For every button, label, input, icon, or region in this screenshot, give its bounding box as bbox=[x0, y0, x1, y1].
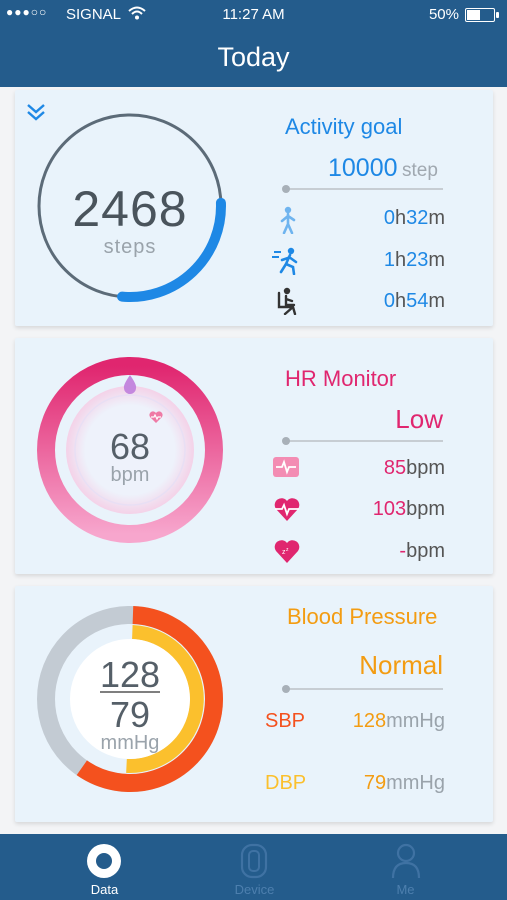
walking-icon bbox=[277, 206, 299, 239]
device-icon bbox=[240, 843, 268, 879]
systolic-value: 128 bbox=[99, 654, 161, 695]
steps-ring bbox=[37, 113, 226, 302]
heart-rate-monitor-icon bbox=[272, 456, 300, 483]
bp-title: Blood Pressure bbox=[287, 604, 438, 629]
carrier-name: SIGNAL bbox=[66, 6, 122, 23]
steps-count: 2468 bbox=[72, 181, 188, 237]
tab-data-label: Data bbox=[90, 882, 119, 897]
tab-bar: Data Device Me bbox=[0, 834, 507, 900]
top-bar: ●●●○○ SIGNAL 11:27 AM 50% Today bbox=[0, 0, 507, 87]
walking-time: 0h32m bbox=[383, 207, 445, 229]
battery-percent: 50% bbox=[428, 6, 459, 23]
data-icon bbox=[87, 844, 121, 878]
tab-device[interactable]: Device bbox=[170, 834, 339, 900]
bp-ring-unit: mmHg bbox=[100, 732, 160, 754]
dbp-label: DBP bbox=[265, 772, 307, 794]
heart-rate-ring bbox=[37, 357, 223, 543]
tab-data[interactable]: Data bbox=[20, 834, 189, 900]
heart-sleep-icon: z z bbox=[273, 538, 301, 569]
bp-status: Normal bbox=[359, 650, 443, 680]
hr-title: HR Monitor bbox=[285, 366, 397, 391]
wifi-icon bbox=[128, 6, 146, 24]
signal-strength-icon: ●●●○○ bbox=[6, 5, 48, 19]
bp-slider[interactable] bbox=[282, 685, 443, 693]
hr-row-3: -bpm bbox=[399, 540, 445, 562]
status-time: 11:27 AM bbox=[222, 6, 285, 23]
page-title: Today bbox=[217, 42, 290, 72]
blood-pressure-card[interactable]: 128 79 mmHg Blood Pressure Normal SBP 12… bbox=[15, 586, 493, 822]
hr-slider[interactable] bbox=[282, 437, 443, 445]
slider-knob[interactable] bbox=[282, 185, 290, 193]
drop-icon bbox=[122, 374, 138, 399]
slider-knob[interactable] bbox=[282, 685, 290, 693]
dbp-value: 79mmHg bbox=[363, 772, 445, 794]
tab-me-label: Me bbox=[396, 882, 415, 897]
sbp-label: SBP bbox=[265, 710, 306, 732]
blood-pressure-ring bbox=[37, 606, 223, 792]
slider-knob[interactable] bbox=[282, 437, 290, 445]
goal-slider[interactable] bbox=[282, 185, 443, 193]
activity-title: Activity goal bbox=[285, 114, 403, 139]
tab-device-label: Device bbox=[234, 882, 275, 897]
heart-pulse-icon bbox=[273, 496, 301, 527]
small-heart-icon bbox=[148, 410, 164, 429]
goal-value-row[interactable]: 10000 step bbox=[328, 154, 438, 183]
hr-row-2: 103bpm bbox=[372, 498, 445, 520]
hr-monitor-card[interactable]: 68 bpm HR Monitor Low 85bpm 103bpm z z -… bbox=[15, 338, 493, 574]
svg-text:z: z bbox=[282, 549, 286, 556]
goal-value: 10000 bbox=[328, 154, 398, 182]
activity-card[interactable]: 2468 steps Activity goal 10000 step 0h32… bbox=[15, 90, 493, 326]
hr-status: Low bbox=[395, 404, 443, 434]
status-bar: ●●●○○ SIGNAL 11:27 AM 50% bbox=[0, 0, 507, 30]
steps-unit: steps bbox=[103, 236, 157, 258]
running-icon bbox=[272, 247, 302, 280]
expand-chevrons-icon[interactable] bbox=[25, 102, 47, 129]
running-time: 1h23m bbox=[383, 249, 445, 271]
goal-unit: step bbox=[401, 160, 438, 181]
sbp-value: 128mmHg bbox=[352, 710, 445, 732]
diastolic-value: 79 bbox=[109, 694, 151, 735]
heart-rate-unit: bpm bbox=[110, 464, 150, 486]
svg-text:z: z bbox=[286, 547, 289, 553]
person-icon bbox=[391, 843, 421, 879]
heart-rate-value: 68 bbox=[109, 426, 151, 467]
battery-icon bbox=[465, 8, 499, 22]
tab-me[interactable]: Me bbox=[321, 834, 490, 900]
sitting-icon bbox=[275, 287, 301, 320]
sitting-time: 0h54m bbox=[383, 290, 445, 312]
hr-row-1: 85bpm bbox=[383, 457, 445, 479]
